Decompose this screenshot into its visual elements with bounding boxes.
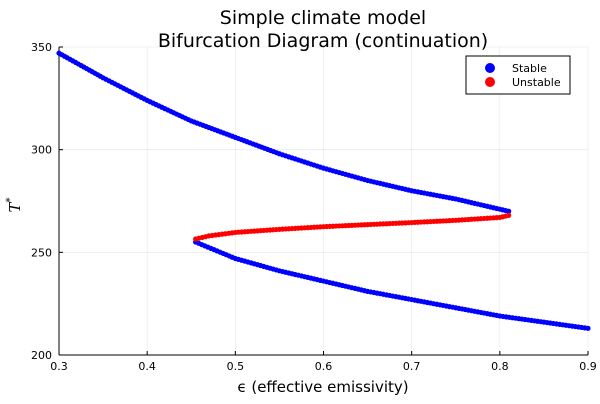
unstable-point-0-99 bbox=[506, 212, 512, 218]
y-tick-label-0: 200 bbox=[31, 349, 52, 362]
legend-stable-marker bbox=[485, 63, 495, 73]
stable-point-1-125 bbox=[585, 325, 591, 331]
x-tick-label-3: 0.6 bbox=[315, 360, 333, 373]
x-tick-label-6: 0.9 bbox=[579, 360, 597, 373]
legend-unstable-marker bbox=[485, 77, 495, 87]
x-tick-label-5: 0.8 bbox=[491, 360, 509, 373]
stable-point-0-149 bbox=[506, 208, 512, 214]
x-tick-label-1: 0.4 bbox=[138, 360, 156, 373]
legend: Stable Unstable bbox=[465, 55, 571, 95]
legend-unstable-label: Unstable bbox=[512, 76, 561, 89]
x-tick-label-2: 0.5 bbox=[227, 360, 245, 373]
y-axis-label-superscript: * bbox=[5, 197, 16, 202]
x-tick-label-0: 0.3 bbox=[50, 360, 68, 373]
chart-title-line2: Bifurcation Diagram (continuation) bbox=[158, 30, 488, 52]
x-axis-label: ϵ (effective emissivity) bbox=[237, 378, 408, 396]
tick-labels: 0.3 0.4 0.5 0.6 0.7 0.8 0.9 200 250 300 350 bbox=[31, 41, 597, 373]
series-unstable bbox=[193, 212, 512, 242]
y-axis-label: T* bbox=[5, 197, 24, 212]
axes-frame bbox=[58, 46, 589, 356]
x-tick-label-4: 0.7 bbox=[403, 360, 421, 373]
chart-title-line1: Simple climate model bbox=[220, 7, 426, 29]
y-tick-label-1: 250 bbox=[31, 246, 52, 259]
data-markers bbox=[56, 50, 591, 331]
y-tick-label-3: 350 bbox=[31, 41, 52, 54]
series-stable bbox=[56, 50, 591, 331]
y-axis-label-main: T bbox=[6, 202, 24, 213]
y-tick-label-2: 300 bbox=[31, 144, 52, 157]
legend-stable-label: Stable bbox=[512, 62, 547, 75]
legend-box bbox=[465, 55, 571, 95]
